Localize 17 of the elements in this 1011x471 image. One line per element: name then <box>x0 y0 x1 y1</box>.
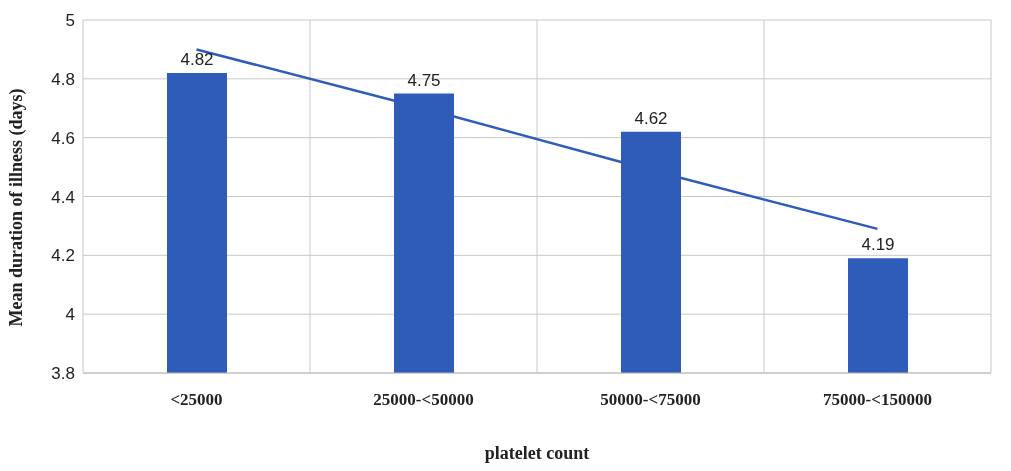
y-tick-label: 4.6 <box>51 128 75 148</box>
x-axis-title: platelet count <box>484 443 590 463</box>
y-tick-label: 4.2 <box>51 246 75 266</box>
y-tick-label: 5 <box>65 11 75 31</box>
data-label: 4.62 <box>634 108 668 128</box>
y-tick-label: 4 <box>65 305 75 325</box>
x-tick-label: 50000-<75000 <box>600 390 701 410</box>
data-label: 4.19 <box>861 235 895 255</box>
data-label: 4.75 <box>407 70 441 90</box>
y-tick-label: 4.8 <box>51 69 75 89</box>
y-tick-label: 3.8 <box>51 364 75 384</box>
y-tick-label: 4.4 <box>51 187 75 207</box>
x-tick-label: <25000 <box>170 390 223 410</box>
x-tick-label: 75000-<150000 <box>823 390 932 410</box>
data-label: 4.82 <box>180 49 214 69</box>
y-axis-title: Mean duration of illness (days) <box>6 88 28 327</box>
x-tick-label: 25000-<50000 <box>373 390 474 410</box>
